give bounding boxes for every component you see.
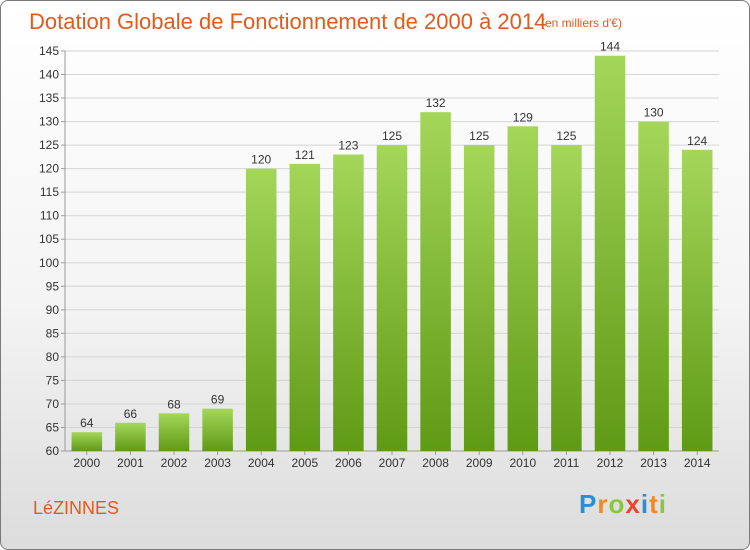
y-tick-label: 75 <box>46 373 60 387</box>
logo-letter: t <box>649 489 659 519</box>
y-tick-label: 135 <box>39 91 59 105</box>
bar <box>289 163 321 452</box>
logo-letter: P <box>579 489 598 519</box>
x-tick-label: 2011 <box>553 456 579 470</box>
logo-letter: x <box>625 489 641 519</box>
data-label: 125 <box>469 129 489 143</box>
bar <box>463 145 495 451</box>
data-label: 69 <box>211 393 225 407</box>
y-tick-label: 145 <box>39 44 59 58</box>
y-tick-label: 125 <box>39 138 59 152</box>
x-tick-label: 2012 <box>597 456 624 470</box>
data-label: 64 <box>80 416 94 430</box>
data-label: 121 <box>295 148 315 162</box>
x-tick-label: 2013 <box>640 456 667 470</box>
x-tick-label: 2008 <box>422 456 449 470</box>
data-label: 120 <box>251 153 271 167</box>
y-tick-label: 90 <box>46 303 60 317</box>
y-tick-label: 70 <box>46 397 60 411</box>
data-label: 124 <box>687 134 707 148</box>
bar <box>681 149 713 451</box>
data-label: 125 <box>556 129 576 143</box>
bar <box>594 55 626 452</box>
y-tick-label: 105 <box>39 232 59 246</box>
chart-unit: (en milliers d'€) <box>541 16 622 30</box>
x-tick-label: 2004 <box>248 456 275 470</box>
logo-letter: r <box>597 489 609 519</box>
logo-letter: o <box>608 489 626 519</box>
data-label: 144 <box>600 40 620 54</box>
y-tick-label: 65 <box>46 420 60 434</box>
x-tick-label: 2007 <box>379 456 406 470</box>
data-label: 130 <box>644 106 664 120</box>
bar <box>158 413 190 451</box>
y-tick-label: 60 <box>46 444 60 458</box>
x-tick-label: 2006 <box>335 456 362 470</box>
y-tick-label: 80 <box>46 350 60 364</box>
data-label: 129 <box>513 110 533 124</box>
y-tick-label: 95 <box>46 279 60 293</box>
x-tick-label: 2005 <box>291 456 318 470</box>
bar <box>420 112 451 452</box>
bar <box>245 168 277 451</box>
bar <box>376 145 408 451</box>
x-tick-label: 2001 <box>117 456 144 470</box>
bar <box>551 145 582 451</box>
bar <box>333 154 364 451</box>
bar <box>638 121 669 452</box>
data-label: 123 <box>338 139 358 153</box>
x-tick-label: 2002 <box>161 456 188 470</box>
y-tick-label: 100 <box>39 256 59 270</box>
y-tick-label: 85 <box>46 326 60 340</box>
bar <box>507 126 539 451</box>
proxiti-logo: Proxiti <box>579 489 667 520</box>
bar <box>115 422 146 451</box>
x-tick-label: 2000 <box>73 456 100 470</box>
logo-letter: i <box>640 489 650 519</box>
chart-title: Dotation Globale de Fonctionnement de 20… <box>29 9 547 34</box>
x-tick-label: 2009 <box>466 456 493 470</box>
data-label: 68 <box>167 397 181 411</box>
y-tick-label: 130 <box>39 115 59 129</box>
x-tick-label: 2010 <box>509 456 536 470</box>
y-tick-label: 140 <box>39 68 59 82</box>
data-label: 125 <box>382 129 402 143</box>
bar <box>202 408 233 451</box>
y-tick-label: 120 <box>39 162 59 176</box>
y-tick-label: 115 <box>40 185 59 199</box>
data-label: 132 <box>426 96 446 110</box>
x-tick-label: 2014 <box>684 456 711 470</box>
x-tick-label: 2003 <box>204 456 231 470</box>
logo-letter: i <box>658 489 667 519</box>
commune-name: LéZINNES <box>33 498 120 518</box>
bar <box>71 432 103 451</box>
data-label: 66 <box>124 407 138 421</box>
y-tick-label: 110 <box>40 209 59 223</box>
